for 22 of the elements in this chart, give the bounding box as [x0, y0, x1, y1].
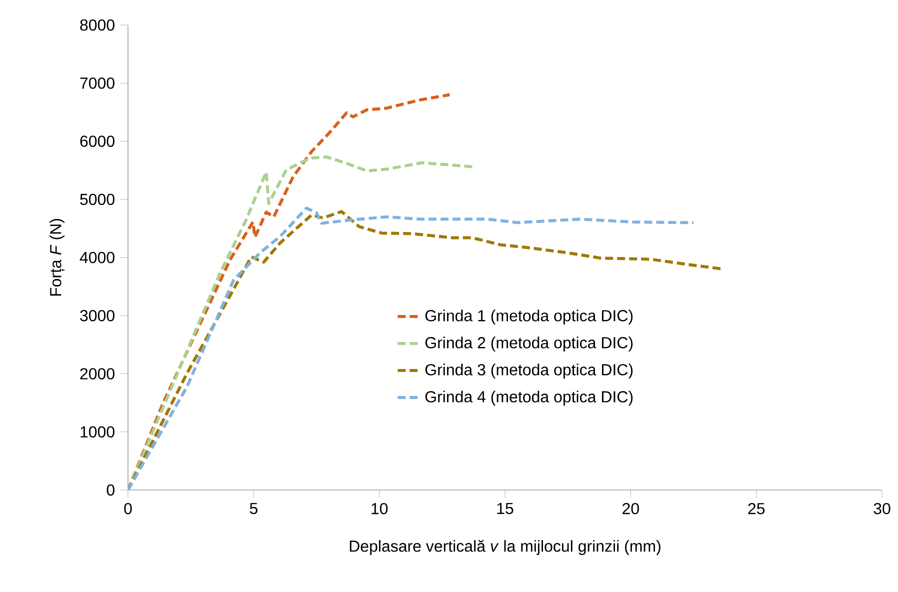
x-tick-label: 25 — [748, 502, 765, 514]
y-tick-label: 6000 — [80, 136, 114, 147]
legend-label: Grinda 2 (metoda optica DIC) — [425, 336, 633, 352]
x-axis-title: Deplasare verticală v la mijlocul grinzii (mm) — [350, 540, 660, 555]
x-tick-label: 15 — [497, 502, 514, 514]
legend-label: Grinda 3 (metoda optica DIC) — [425, 364, 633, 379]
y-tick-label: 8000 — [80, 19, 114, 31]
y-tick-label: 5000 — [80, 194, 114, 206]
x-tick-label: 30 — [874, 502, 890, 514]
y-tick-label: 4000 — [80, 252, 114, 264]
legend-label: Grinda 4 (metoda optica DIC) — [425, 390, 633, 406]
x-tick-label: 5 — [250, 502, 258, 514]
x-tick-label: 20 — [622, 502, 639, 514]
legend-label: Grinda 1 (metoda optica DIC) — [425, 310, 633, 325]
y-tick-label: 1000 — [80, 426, 114, 438]
y-tick-label: 3000 — [80, 310, 114, 322]
y-tick-label: 0 — [106, 484, 114, 496]
y-tick-label: 2000 — [80, 368, 114, 380]
x-tick-label: 0 — [124, 502, 132, 514]
y-axis-title: Forța F (N) — [50, 219, 65, 296]
y-tick-label: 7000 — [80, 77, 114, 89]
x-tick-label: 10 — [372, 502, 388, 514]
